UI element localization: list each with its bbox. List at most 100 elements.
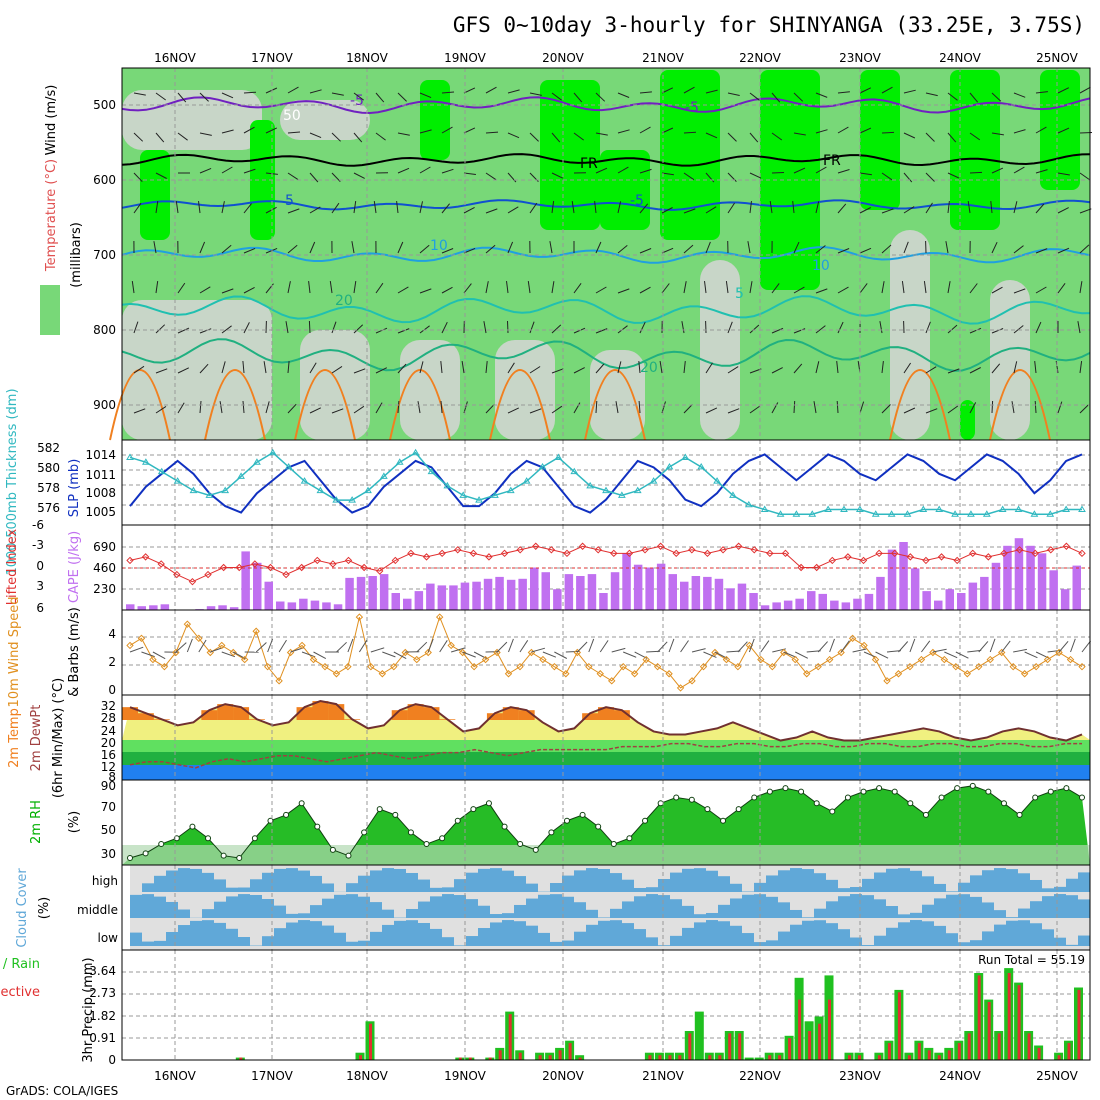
wind-barb	[881, 86, 893, 94]
precip-conv-bar	[1027, 1033, 1031, 1060]
cloud-bar	[634, 887, 646, 892]
wind-barb-10m	[267, 638, 274, 653]
rh2m-marker	[688, 796, 695, 803]
wind-barb	[353, 201, 357, 214]
cape-bar	[137, 606, 146, 610]
rh2m-marker	[720, 817, 727, 824]
lifted-index-marker	[594, 546, 602, 554]
precip-conv-bar	[887, 1043, 891, 1060]
wind-barb	[440, 400, 443, 414]
wind-barb	[485, 208, 498, 214]
rh2m-marker	[798, 788, 805, 795]
wind-barb	[947, 132, 957, 143]
rh2m-marker	[1032, 794, 1039, 801]
wind-barb	[507, 407, 520, 414]
wind-barb	[309, 206, 321, 214]
cape-bar	[299, 598, 308, 610]
precip-conv-bar	[508, 1014, 512, 1060]
temp-warm-fill	[582, 713, 599, 720]
rh2m-marker	[626, 835, 633, 842]
cloud-bar	[142, 941, 154, 946]
wind-barb	[639, 286, 651, 294]
wind-barb	[991, 286, 1003, 294]
precip-conv-bar	[369, 1023, 372, 1060]
wind-barb	[1013, 245, 1024, 254]
rh-dry-patch	[890, 230, 930, 440]
wind-barb	[881, 131, 895, 134]
cloud-bar	[478, 868, 490, 892]
precip-conv-bar	[678, 1055, 682, 1060]
wind-barb	[373, 201, 377, 214]
cape-bar	[587, 574, 597, 610]
minmax-label: (6hr Min/Max) (°C)	[51, 678, 66, 798]
wind-barb	[351, 241, 355, 254]
wind-barb-10m	[817, 641, 828, 653]
temperature-label: Temperature (°C)	[44, 159, 59, 272]
chart-title: GFS 0~10day 3-hourly for SHINYANGA (33.2…	[453, 13, 1085, 37]
wind-barb	[285, 321, 289, 334]
thickness-marker	[491, 491, 499, 498]
wind-speed-marker	[1043, 655, 1052, 664]
temp-tick-label: 16	[101, 748, 116, 762]
rh2m-marker	[329, 846, 336, 853]
cloud-bar	[346, 894, 358, 918]
wind-barb	[1057, 87, 1070, 94]
wind-barb	[529, 366, 541, 374]
wind-barb	[221, 201, 225, 214]
wind-barb	[441, 126, 453, 134]
wind-barb	[419, 288, 432, 294]
wind-speed-marker	[906, 662, 914, 671]
date-label-bottom: 17NOV	[251, 1069, 293, 1083]
wind-barb	[441, 203, 450, 214]
precip-conv-bar	[1077, 989, 1081, 1060]
wind-speed-marker	[195, 634, 203, 643]
rh-moist-patch	[1040, 70, 1080, 190]
rh2m-unit-label: (%)	[67, 811, 82, 834]
lifted-index-label: Lifted Index	[5, 528, 20, 605]
temp-tick-label: 24	[101, 724, 116, 738]
wind-tick-label: 4	[108, 627, 116, 641]
thickness-marker	[617, 491, 626, 498]
wind-barb	[1057, 247, 1070, 254]
temp-label: 2m Temp	[7, 708, 22, 768]
date-label-bottom: 23NOV	[839, 1069, 881, 1083]
cloud-bar	[586, 868, 598, 892]
wind-barb-10m	[898, 641, 909, 653]
cape-lifted-index-panel: -6 -3 0 3 6 230 460 690 Lifted Index CAPE (J/kg)	[5, 518, 1091, 615]
wind-barb	[485, 361, 488, 374]
cloud-bar	[238, 894, 250, 918]
date-label-top: 20NOV	[542, 51, 584, 65]
dewpt-label: 2m DewPt	[29, 705, 44, 772]
wind-barb	[903, 241, 909, 254]
cloud-bar	[418, 922, 430, 946]
slp-tick-label: 1011	[85, 468, 116, 482]
wind-speed-marker	[504, 670, 513, 678]
cape-bar	[391, 593, 400, 610]
lifted-index-marker	[969, 549, 977, 558]
thickness-marker	[126, 453, 134, 460]
cloud-bar	[334, 932, 346, 946]
cloud-bar	[442, 887, 454, 892]
cloud-bar	[814, 908, 826, 918]
rh2m-marker	[954, 785, 961, 792]
slp-tick-label: 1005	[85, 505, 116, 519]
cloud-bar	[1018, 873, 1030, 892]
wind-barb	[704, 281, 707, 294]
precip-tick-label: 0	[108, 1053, 116, 1067]
wind-barb	[331, 202, 340, 214]
wind-barb	[573, 132, 584, 141]
cloud-bar	[322, 925, 334, 946]
wind-barb	[925, 202, 933, 214]
wind-barb	[397, 241, 404, 254]
wind-barb	[131, 281, 135, 294]
wind-barb-10m	[508, 638, 514, 653]
cloud-bar	[1030, 923, 1042, 946]
cloud-bar	[166, 870, 178, 892]
wind-barb-10m	[451, 647, 465, 653]
thickness-marker	[538, 462, 547, 470]
rh2m-tick-label: 70	[101, 800, 116, 814]
wind-speed-marker	[986, 655, 994, 664]
rh2m-marker	[1016, 811, 1023, 818]
wind-barb	[1079, 208, 1092, 214]
wind-barb	[177, 327, 190, 334]
